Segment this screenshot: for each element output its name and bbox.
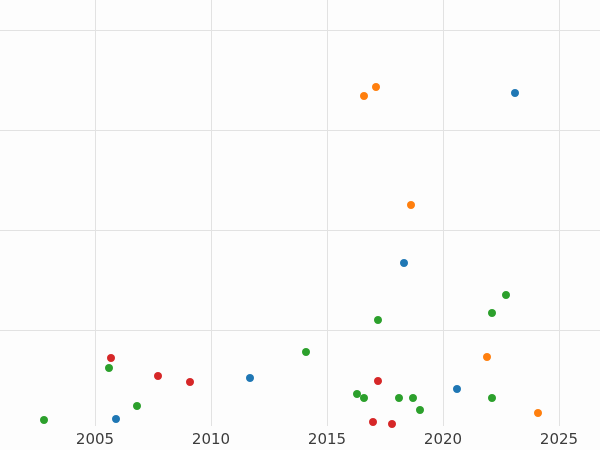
data-point-series-red <box>153 372 162 380</box>
data-point-series-green <box>501 291 510 299</box>
data-point-series-blue <box>246 374 255 382</box>
data-point-series-green <box>415 406 424 414</box>
data-point-series-orange <box>406 201 415 209</box>
data-point-series-blue <box>399 259 408 267</box>
x-axis-tick-label: 2025 <box>539 430 579 448</box>
data-point-series-orange <box>534 409 543 417</box>
data-point-series-orange <box>360 92 369 100</box>
vertical-gridline <box>95 0 96 426</box>
data-point-series-green <box>374 316 383 324</box>
data-point-series-red <box>387 420 396 428</box>
vertical-gridline <box>211 0 212 426</box>
data-point-series-green <box>487 394 496 402</box>
x-axis-tick-label: 2015 <box>307 430 347 448</box>
data-point-series-green <box>132 402 141 410</box>
data-point-series-blue <box>111 415 120 423</box>
data-point-series-green <box>302 348 311 356</box>
data-point-series-red <box>107 354 116 362</box>
data-point-series-orange <box>371 83 380 91</box>
x-axis-tick-label: 2020 <box>423 430 463 448</box>
vertical-gridline <box>443 0 444 426</box>
data-point-series-red <box>186 378 195 386</box>
data-point-series-green <box>104 364 113 372</box>
data-point-series-orange <box>483 353 492 361</box>
horizontal-gridline <box>0 130 600 131</box>
data-point-series-blue <box>452 385 461 393</box>
data-point-series-green <box>360 394 369 402</box>
horizontal-gridline <box>0 330 600 331</box>
vertical-gridline <box>559 0 560 426</box>
horizontal-gridline <box>0 30 600 31</box>
horizontal-gridline <box>0 230 600 231</box>
data-point-series-green <box>353 390 362 398</box>
x-axis-tick-label: 2010 <box>191 430 231 448</box>
data-point-series-green <box>487 309 496 317</box>
vertical-gridline <box>327 0 328 426</box>
data-point-series-red <box>369 418 378 426</box>
data-point-series-green <box>394 394 403 402</box>
x-axis-tick-label: 2005 <box>75 430 115 448</box>
data-point-series-green <box>39 416 48 424</box>
data-point-series-green <box>408 394 417 402</box>
data-point-series-red <box>374 377 383 385</box>
data-point-series-blue <box>510 89 519 97</box>
